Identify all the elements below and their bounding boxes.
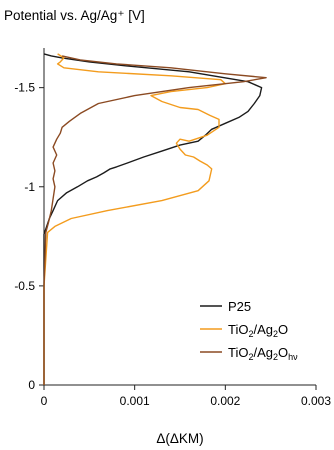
y-tick-label: 0: [28, 378, 35, 392]
y-tick-label: -1: [24, 180, 35, 194]
x-tick-label: 0.002: [210, 394, 240, 408]
x-axis-title: Δ(ΔKM): [156, 431, 203, 446]
y-axis-title: Potential vs. Ag/Ag⁺ [V]: [4, 8, 145, 23]
series-line-2: [43, 53, 227, 385]
x-tick-label: 0.001: [120, 394, 150, 408]
axis-ticks: 0 0.001 0.002 0.003 0 -0.5 -1 -1.5: [14, 81, 331, 408]
legend-label-1: P25: [228, 299, 251, 314]
series-line-1: [43, 53, 263, 385]
legend-label-2: TiO2/Ag2O: [228, 322, 288, 339]
y-tick-label: -0.5: [14, 279, 35, 293]
x-tick-label: 0: [41, 394, 48, 408]
series-line-3: [43, 55, 267, 385]
series-lines: [43, 53, 267, 385]
legend: P25 TiO2/Ag2O TiO2/Ag2Ohν: [200, 299, 298, 362]
y-tick-label: -1.5: [14, 81, 35, 95]
legend-label-3: TiO2/Ag2Ohν: [228, 345, 298, 362]
x-tick-label: 0.003: [301, 394, 331, 408]
